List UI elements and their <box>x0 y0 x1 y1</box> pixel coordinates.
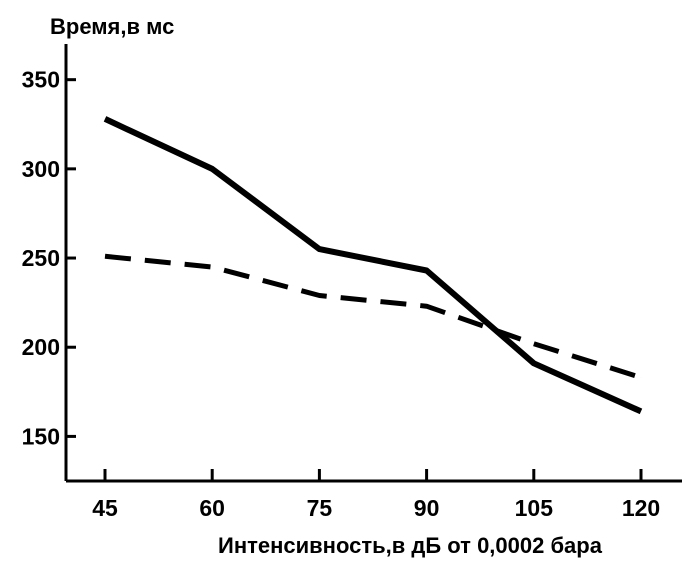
x-tick-label: 75 <box>307 495 333 521</box>
x-tick-label: 90 <box>414 495 440 521</box>
y-tick-label: 200 <box>22 334 60 360</box>
y-tick-label: 350 <box>22 67 60 93</box>
y-tick-label: 150 <box>22 423 60 449</box>
y-axis-title: Время,в мс <box>50 14 174 39</box>
x-tick-label: 120 <box>622 495 660 521</box>
x-tick-label: 45 <box>92 495 118 521</box>
x-tick-label: 105 <box>515 495 554 521</box>
y-tick-label: 300 <box>22 156 60 182</box>
x-axis-title: Интенсивность,в дБ от 0,0002 бара <box>218 533 603 558</box>
solid-series-line <box>103 116 643 415</box>
y-tick-label: 250 <box>22 245 60 271</box>
dashed-series-line <box>104 253 642 380</box>
x-tick-label: 60 <box>199 495 225 521</box>
